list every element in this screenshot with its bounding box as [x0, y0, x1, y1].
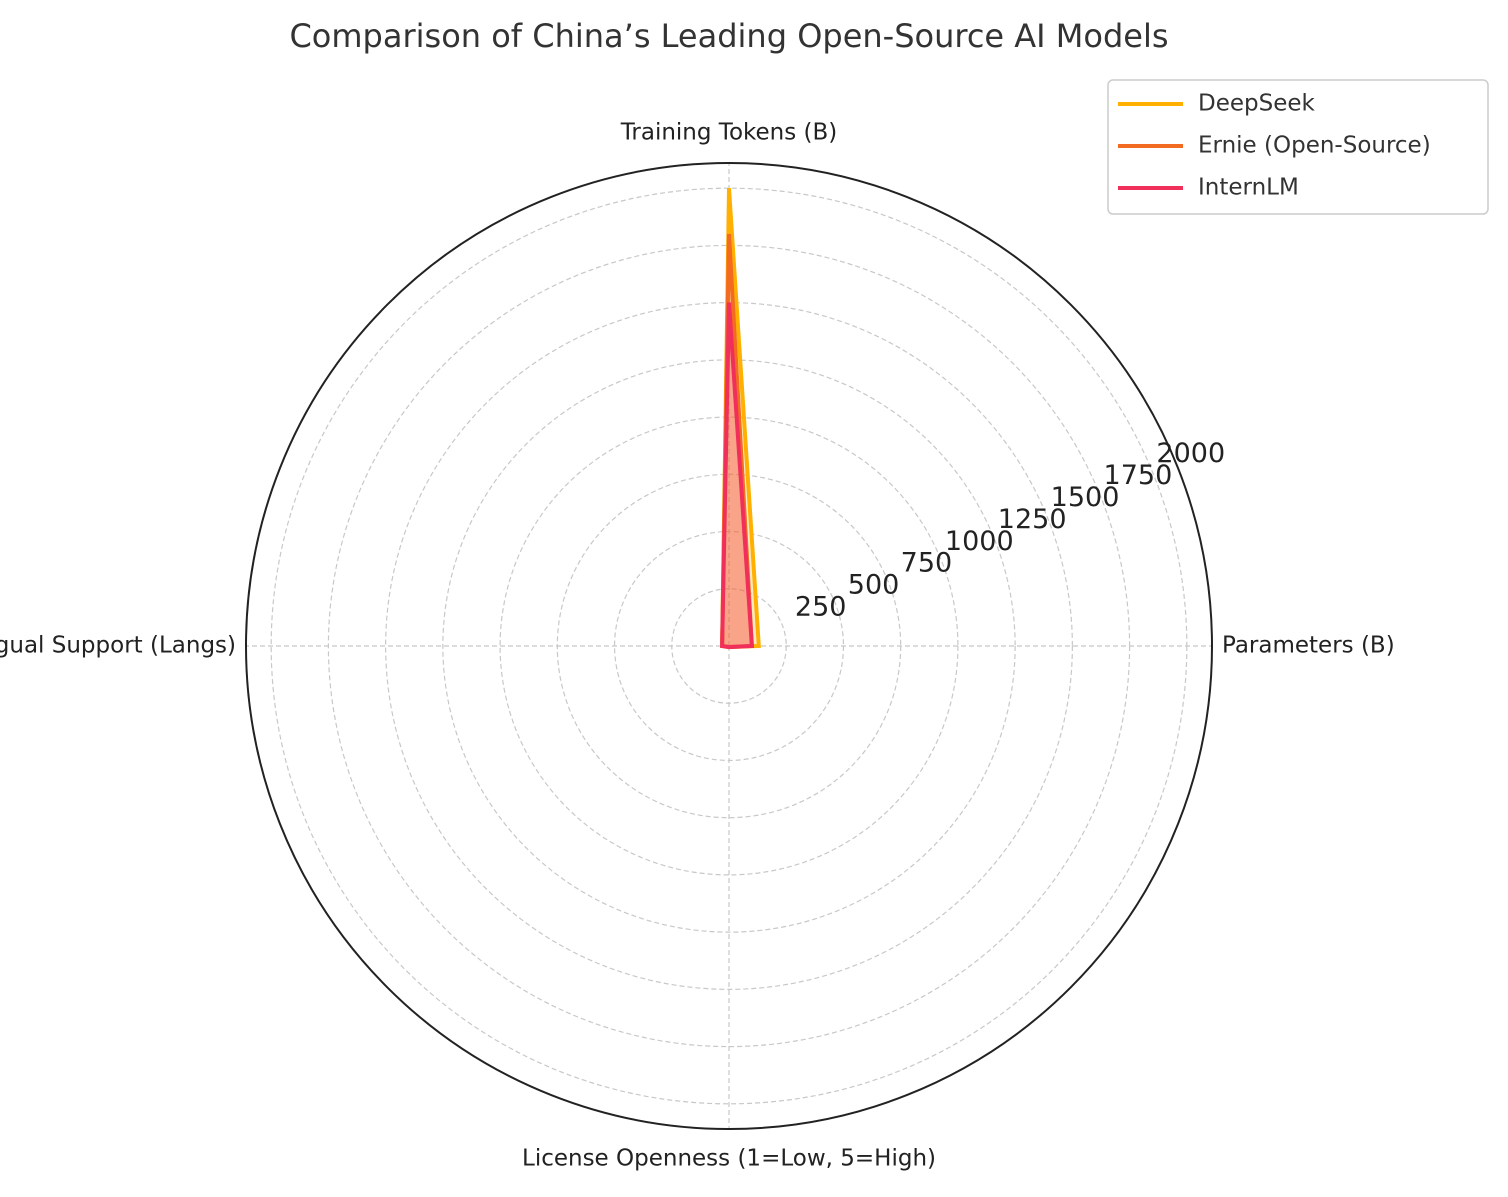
legend-box	[1107, 79, 1489, 215]
category-label: Multilingual Support (Langs)	[0, 633, 236, 659]
category-label: Training Tokens (B)	[620, 120, 838, 146]
r-tick-label: 2000	[1156, 438, 1225, 469]
legend-label: DeepSeek	[1198, 91, 1316, 117]
r-tick-label: 750	[901, 548, 953, 579]
r-tick-label: 1000	[945, 526, 1014, 557]
r-tick-label: 1250	[998, 504, 1067, 535]
r-tick-label: 1750	[1104, 460, 1173, 491]
chart-title: Comparison of China’s Leading Open-Sourc…	[289, 17, 1168, 55]
series-line	[720, 302, 755, 650]
category-label: Parameters (B)	[1222, 633, 1395, 659]
r-tick-label: 1500	[1051, 482, 1120, 513]
r-tick-label: 500	[848, 570, 900, 601]
r-tick-label: 250	[795, 592, 847, 623]
legend-label: Ernie (Open-Source)	[1198, 133, 1431, 159]
outer-frame	[245, 162, 1213, 1130]
legend-label: InternLM	[1198, 175, 1299, 201]
category-label: License Openness (1=Low, 5=High)	[522, 1146, 936, 1172]
